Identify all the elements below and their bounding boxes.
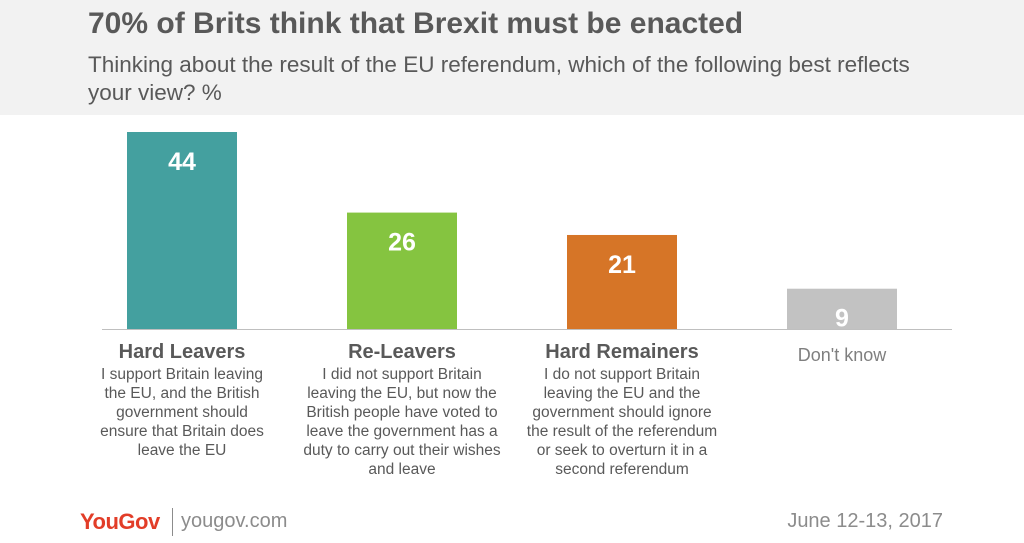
category-description: I support Britain leaving the EU, and th… <box>100 366 264 459</box>
footer-url: yougov.com <box>181 510 288 532</box>
category-label: Hard Leavers <box>118 341 246 363</box>
bar-value-label: 44 <box>168 148 196 176</box>
chart-subtitle: Thinking about the result of the EU refe… <box>88 52 910 105</box>
category-label: Re-Leavers <box>348 341 456 363</box>
survey-date: June 12-13, 2017 <box>787 510 943 532</box>
bar-don-t-know <box>787 288 897 329</box>
category-hard-remainers: Hard Remainers I do not support Britain … <box>512 340 732 479</box>
category-dont-know: Don't know <box>762 343 922 367</box>
header-band <box>0 0 1024 115</box>
bar-re-leavers <box>347 212 457 329</box>
bar-value-label: 21 <box>608 251 636 279</box>
bar-value-label: 9 <box>835 305 849 333</box>
category-re-leavers: Re-Leavers I did not support Britain lea… <box>297 340 507 479</box>
chart-title: 70% of Brits think that Brexit must be e… <box>88 7 744 40</box>
bar-hard-leavers <box>127 132 237 329</box>
yougov-logo: YouGov <box>80 509 160 534</box>
category-hard-leavers: Hard Leavers I support Britain leaving t… <box>82 340 282 460</box>
category-description: I did not support Britain leaving the EU… <box>303 366 501 478</box>
bar-value-label: 26 <box>388 229 416 257</box>
footer-divider <box>172 508 173 536</box>
category-label: Don't know <box>797 345 887 365</box>
bar-hard-remainers <box>567 234 677 329</box>
category-label: Hard Remainers <box>545 341 699 363</box>
category-description: I do not support Britain leaving the EU … <box>526 366 718 478</box>
